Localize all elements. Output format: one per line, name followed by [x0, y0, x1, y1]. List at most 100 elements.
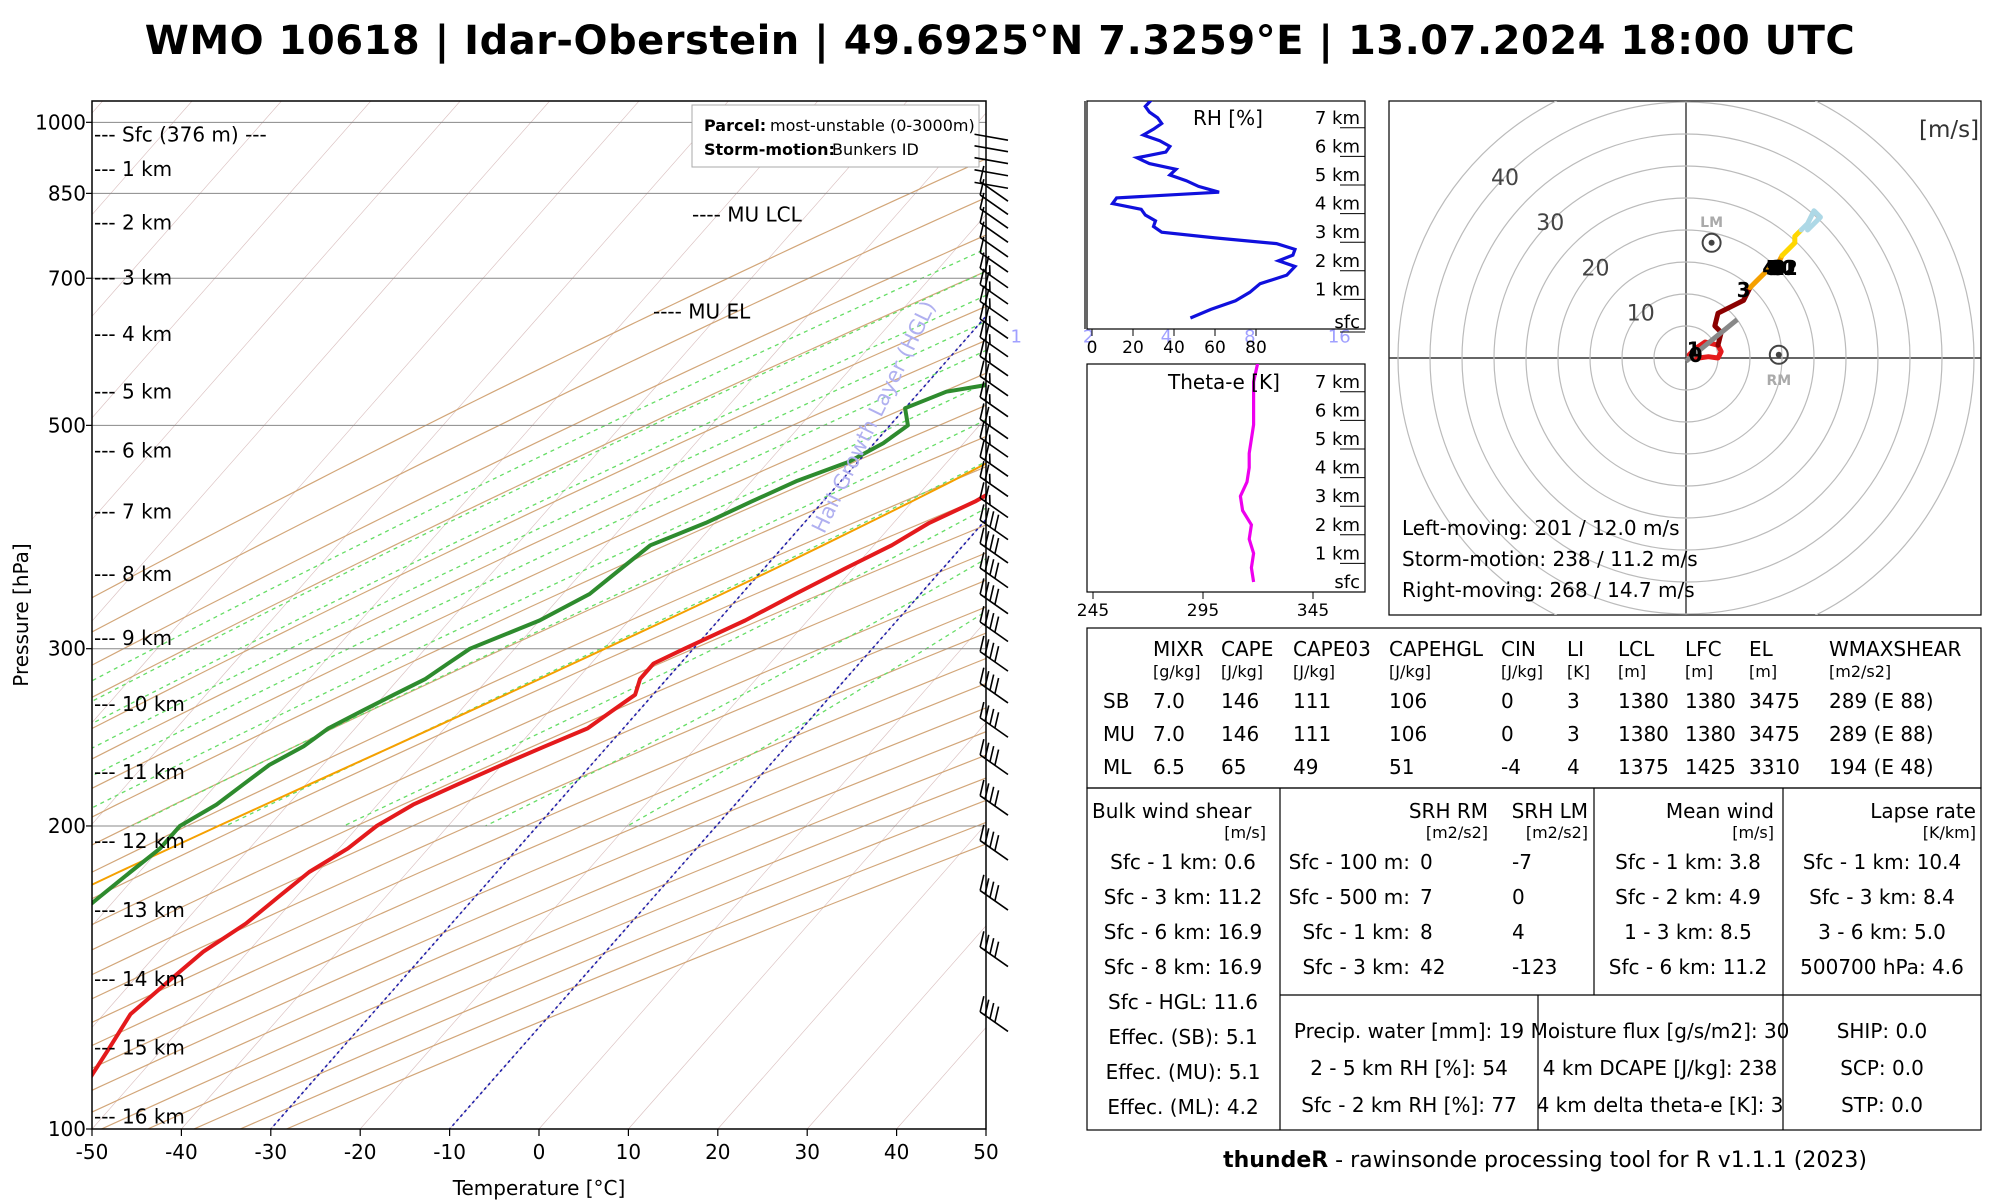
hodo-ring-label: 10	[1627, 302, 1655, 327]
srh-lm-title: SRH LM	[1512, 799, 1588, 823]
dry-adiabat-line	[92, 632, 986, 1024]
wind-barb	[979, 252, 1009, 289]
isotherm-line	[538, 620, 986, 1129]
temperature-line	[92, 493, 986, 1079]
hodo-height-mark: 7	[1769, 256, 1783, 280]
wind-barb	[979, 527, 1009, 564]
wind-barb	[979, 504, 1009, 541]
rh-height-label: 5 km	[1315, 165, 1360, 186]
param-cell: 1380	[1685, 722, 1736, 746]
param-header: EL	[1749, 637, 1774, 661]
index-row: SHIP: 0.0	[1837, 1019, 1928, 1043]
thetae-height-label: 1 km	[1315, 543, 1360, 564]
barb-flag	[984, 705, 990, 722]
lapse-unit: [K/km]	[1923, 823, 1976, 842]
height-label: --- 16 km	[94, 1105, 185, 1129]
param-header-unit: [g/kg]	[1153, 662, 1200, 681]
temp-tick-label: -20	[344, 1140, 377, 1164]
bulk-shear-row: Effec. (SB): 5.1	[1108, 1025, 1257, 1049]
barb-flag	[989, 511, 995, 528]
pressure-tick-label: 850	[48, 181, 86, 205]
hodo-height-mark: 5	[1765, 256, 1779, 280]
temp-tick-label: 40	[884, 1140, 909, 1164]
moist-adiabat-line	[92, 294, 986, 725]
barb-flag	[994, 712, 1000, 729]
hodo-ring	[1461, 133, 1911, 583]
barb-flag	[994, 514, 1000, 531]
barb-flag	[984, 288, 990, 305]
barb-staff	[979, 208, 1009, 229]
lapse-row: Sfc - 3 km: 8.4	[1809, 885, 1955, 909]
isotherm-line	[92, 101, 461, 520]
barb-staff	[979, 621, 1009, 643]
isotherm-line	[92, 101, 729, 825]
param-header: LFC	[1685, 637, 1722, 661]
credits: thundeR - rawinsonde processing tool for…	[1085, 1148, 2000, 1173]
shear-table: Bulk wind shear [m/s] Sfc - 1 km: 0.6 Sfc…	[1086, 787, 1982, 1131]
height-label: --- 15 km	[94, 1036, 185, 1060]
barb-flag	[979, 179, 985, 196]
wind-barb	[974, 145, 1009, 153]
param-header-unit: [m]	[1618, 662, 1646, 681]
wind-barb	[979, 931, 1009, 968]
mean-wind-row: Sfc - 6 km: 11.2	[1609, 955, 1767, 979]
srh-row-label: Sfc - 1 km:	[1302, 920, 1410, 944]
hgl-boundary-line	[448, 518, 986, 1129]
height-label: --- 7 km	[94, 499, 172, 523]
dry-adiabat-line	[92, 606, 986, 1000]
hgl-label: Hail Growth Layer (HGL)	[807, 297, 940, 537]
barb-flag	[989, 708, 995, 725]
barb-flag	[989, 938, 995, 955]
barb-flag	[979, 403, 985, 420]
index-row: STP: 0.0	[1841, 1093, 1923, 1117]
rh-height-label: 7 km	[1315, 108, 1360, 129]
barb-staff	[979, 251, 1009, 273]
param-cell: 4	[1567, 755, 1580, 779]
temp-tick-label: -10	[433, 1140, 466, 1164]
param-cell: 1380	[1618, 689, 1669, 713]
wind-barb	[979, 461, 1009, 498]
param-cell: 7.0	[1153, 722, 1185, 746]
hodo-height-mark: 4	[1762, 256, 1776, 280]
barb-flag	[979, 635, 985, 652]
wind-barb	[979, 165, 1009, 202]
temp-tick-label: -40	[165, 1140, 198, 1164]
dry-adiabat-line	[92, 158, 986, 599]
skewt-axes: 100 200 300 500 700 850 1000 -50 -40 -30 -20 -10 0 10…	[9, 110, 999, 1200]
wind-barb	[979, 667, 1009, 704]
barb-flag	[994, 790, 1000, 807]
barb-flag	[988, 265, 991, 276]
barb-flag	[994, 834, 1000, 852]
barb-staff	[979, 476, 1009, 498]
barb-staff	[979, 946, 1009, 968]
barb-flag	[994, 884, 1000, 902]
barb-flag	[984, 306, 990, 323]
hodo-height-mark: 10	[1767, 256, 1795, 280]
wind-barb	[979, 701, 1009, 738]
param-cell: 0	[1501, 722, 1514, 746]
barb-flag	[979, 360, 985, 377]
dry-adiabat-line	[92, 339, 986, 760]
hodo-height-mark: 8	[1771, 256, 1785, 280]
height-label: --- 9 km	[94, 626, 172, 650]
height-label: --- 1 km	[94, 157, 172, 181]
rh-height-label: 4 km	[1315, 194, 1360, 215]
param-header-unit: [m]	[1685, 662, 1713, 681]
param-header-unit: [K]	[1567, 662, 1590, 681]
moist-adiabat-line	[225, 460, 986, 827]
page-title: WMO 10618 | Idar-Oberstein | 49.6925°N 7…	[144, 18, 1856, 64]
barb-staff	[974, 181, 1009, 190]
barb-flag	[994, 749, 1000, 766]
barb-flag	[994, 941, 1000, 958]
barb-flag	[979, 321, 985, 338]
height-label: --- 12 km	[94, 829, 185, 853]
credits-name: thundeR	[1223, 1148, 1329, 1173]
height-label: --- 13 km	[94, 898, 185, 922]
srh-lm-value: 4	[1512, 920, 1525, 944]
bulk-shear-unit: [m/s]	[1224, 823, 1266, 842]
barb-flag	[979, 931, 985, 948]
barb-flag	[984, 742, 990, 759]
height-label: --- 3 km	[94, 266, 172, 290]
moisture-row: 2 - 5 km RH [%]: 54	[1310, 1056, 1508, 1080]
param-cell: 1380	[1685, 689, 1736, 713]
